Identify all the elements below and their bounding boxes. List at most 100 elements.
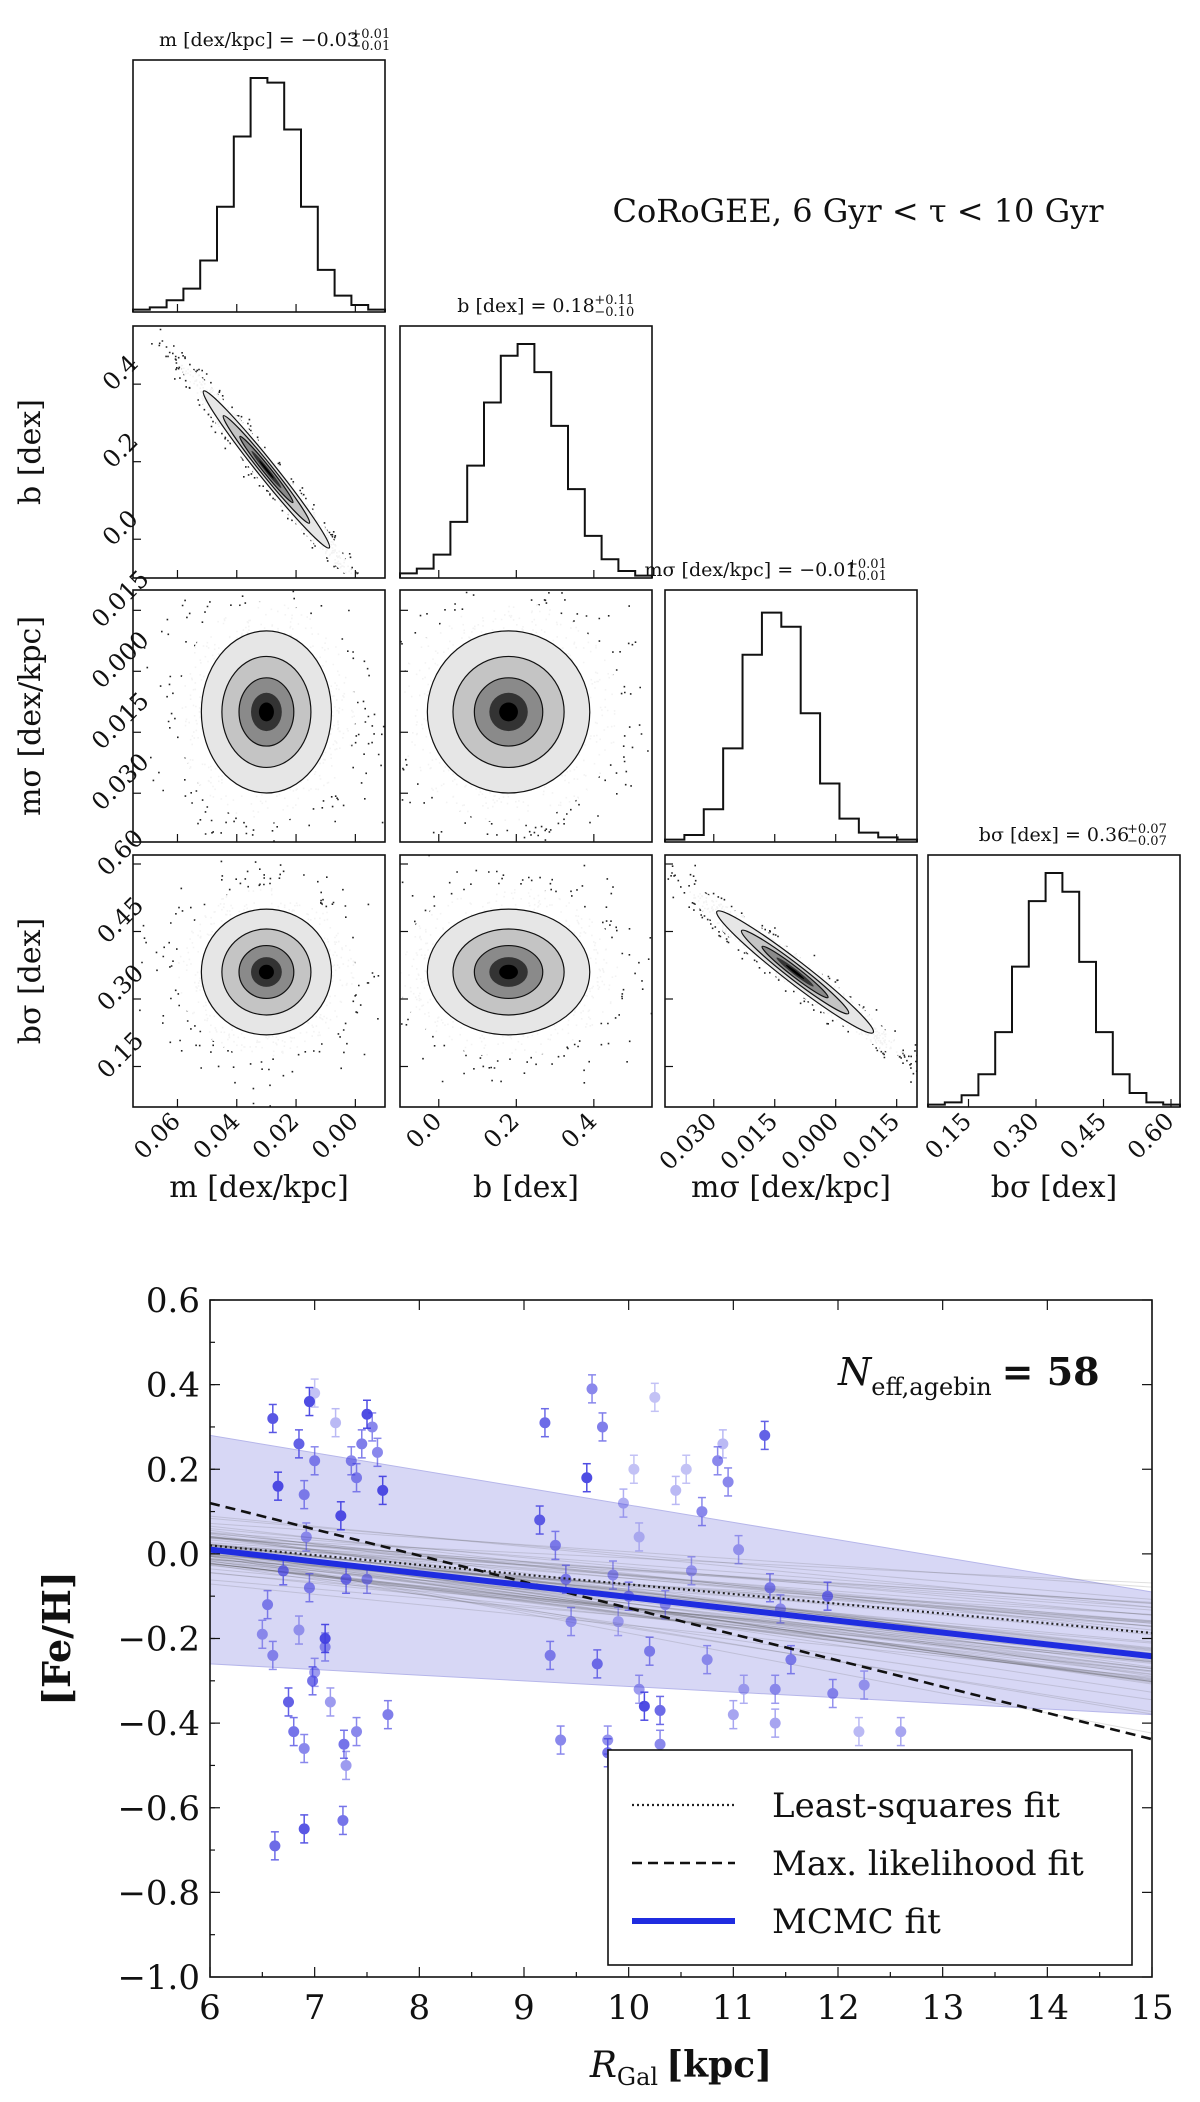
histogram-step-line bbox=[399, 343, 653, 578]
point-marker bbox=[324, 1696, 336, 1708]
data-point bbox=[633, 1674, 645, 1705]
data-point bbox=[853, 1716, 865, 1747]
data-point bbox=[733, 1534, 745, 1565]
title-sub: −0.01 bbox=[350, 39, 390, 54]
point-marker bbox=[565, 1616, 577, 1628]
data-point bbox=[340, 1750, 352, 1781]
histogram-b_sigma: bσ [dex] = 0.36+0.07−0.07 bbox=[927, 822, 1181, 1108]
point-marker bbox=[696, 1506, 708, 1518]
point-marker bbox=[267, 1412, 279, 1424]
x-tick-label: 6 bbox=[199, 1988, 221, 2028]
point-marker bbox=[607, 1569, 619, 1581]
x-tick-label-b: 0.4 bbox=[556, 1107, 603, 1154]
x-tick-label-m_sigma: 0.030 bbox=[654, 1107, 722, 1175]
x-axis-label: RGal [kpc] bbox=[589, 2044, 772, 2091]
posterior-sample-line bbox=[210, 1537, 1152, 1608]
x-axis-label-m: m [dex/kpc] bbox=[169, 1170, 349, 1205]
y-tick-label: −0.6 bbox=[117, 1789, 200, 1829]
y-tick-label: −0.8 bbox=[117, 1873, 200, 1913]
data-point bbox=[680, 1454, 692, 1484]
posterior-sample-line bbox=[210, 1543, 1152, 1654]
data-point bbox=[597, 1412, 608, 1442]
point-marker bbox=[769, 1717, 781, 1729]
point-marker bbox=[769, 1683, 781, 1695]
x-tick-label-b_sigma: 0.60 bbox=[1122, 1107, 1180, 1165]
point-marker bbox=[262, 1599, 274, 1611]
data-point bbox=[371, 1437, 383, 1468]
posterior-sample-line bbox=[210, 1525, 1152, 1634]
data-point bbox=[288, 1716, 300, 1747]
panel-frame bbox=[664, 854, 918, 1108]
histogram-title: bσ [dex] = 0.36 bbox=[979, 824, 1129, 846]
y-tick-label: 0.0 bbox=[146, 1535, 200, 1575]
data-point bbox=[670, 1475, 682, 1506]
histogram-frame bbox=[399, 325, 653, 579]
point-marker bbox=[759, 1429, 771, 1441]
posterior-sample-line bbox=[210, 1544, 1152, 1649]
legend: Least-squares fit Max. likelihood fit MCMC… bbox=[607, 1749, 1133, 1966]
panel-b_sigma-vs-m bbox=[132, 854, 386, 1108]
data-point bbox=[267, 1640, 279, 1671]
x-tick-label-m: 0.00 bbox=[306, 1107, 364, 1165]
y-tick-label-b: 0.0 bbox=[97, 505, 144, 552]
data-point bbox=[303, 1572, 315, 1603]
neff-symbol: N bbox=[837, 1350, 873, 1394]
x-tick-label: 11 bbox=[712, 1988, 755, 2028]
point-marker bbox=[382, 1709, 394, 1721]
data-point bbox=[822, 1581, 834, 1611]
point-marker bbox=[351, 1726, 363, 1738]
data-point bbox=[267, 1403, 279, 1434]
density-contour bbox=[258, 964, 274, 980]
legend-label: Max. likelihood fit bbox=[772, 1844, 1084, 1884]
point-marker bbox=[586, 1383, 598, 1395]
data-point bbox=[654, 1695, 666, 1726]
data-point bbox=[727, 1699, 739, 1730]
point-marker bbox=[591, 1658, 603, 1670]
posterior-sample-line bbox=[210, 1515, 1152, 1608]
data-point bbox=[539, 1407, 551, 1438]
data-point bbox=[356, 1429, 368, 1459]
point-marker bbox=[644, 1645, 656, 1657]
data-point bbox=[269, 1831, 281, 1861]
density-contour bbox=[785, 964, 805, 980]
panel-frame bbox=[399, 589, 653, 843]
data-point bbox=[717, 1429, 729, 1459]
data-point bbox=[895, 1716, 907, 1747]
point-marker bbox=[272, 1480, 284, 1492]
point-marker bbox=[267, 1649, 279, 1661]
point-marker bbox=[638, 1700, 650, 1712]
histogram-frame bbox=[132, 59, 386, 313]
data-point bbox=[565, 1606, 577, 1637]
y-tick-label-b_sigma: 0.60 bbox=[92, 824, 150, 882]
data-point bbox=[330, 1407, 342, 1438]
y-axis-label-m_sigma: mσ [dex/kpc] bbox=[13, 616, 48, 816]
point-marker bbox=[549, 1539, 561, 1551]
panel-b_sigma-vs-m_sigma bbox=[664, 854, 918, 1108]
data-point bbox=[298, 1479, 310, 1510]
metallicity-gradient-plot: 6 7 8 9 10 11 12 13 14 15 0.6 0.4 0.2 0.0 −0.2 −0.4 −0.6… bbox=[34, 1281, 1174, 2091]
data-point bbox=[759, 1420, 771, 1451]
point-marker bbox=[277, 1565, 289, 1577]
title-sub: −0.07 bbox=[1127, 834, 1167, 849]
x-tick-label: 12 bbox=[816, 1988, 859, 2028]
sample-points bbox=[139, 860, 380, 1107]
x-tick-label-b_sigma: 0.30 bbox=[987, 1107, 1045, 1165]
panel-m_sigma-vs-b bbox=[399, 589, 653, 843]
mcmc-line bbox=[210, 1546, 1152, 1660]
data-point bbox=[591, 1649, 603, 1679]
panel-content bbox=[400, 591, 649, 841]
point-marker bbox=[827, 1688, 839, 1700]
x-tick-label: 9 bbox=[513, 1988, 535, 2028]
data-point bbox=[307, 1666, 319, 1696]
density-contour bbox=[499, 702, 518, 722]
posterior-sample-line bbox=[210, 1517, 1152, 1600]
point-marker bbox=[738, 1683, 750, 1695]
x-tick-label: 14 bbox=[1026, 1988, 1069, 2028]
point-marker bbox=[371, 1446, 383, 1458]
point-marker bbox=[633, 1531, 645, 1543]
posterior-sample-line bbox=[210, 1532, 1152, 1631]
point-marker bbox=[858, 1679, 870, 1691]
y-axis-label-b_sigma: bσ [dex] bbox=[13, 918, 48, 1045]
panel-frame bbox=[132, 589, 386, 843]
point-marker bbox=[670, 1484, 682, 1496]
